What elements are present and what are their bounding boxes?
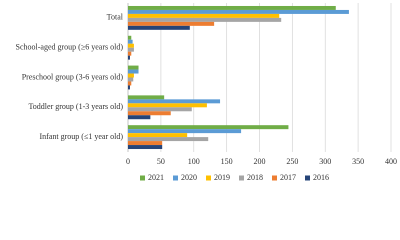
bar	[128, 39, 133, 44]
bar	[128, 25, 190, 30]
legend-label: 2018	[247, 173, 263, 182]
x-tick-label: 350	[352, 157, 364, 166]
legend-label: 2019	[214, 173, 230, 182]
bar	[128, 99, 221, 104]
x-tick-label: 200	[254, 157, 266, 166]
bar	[128, 73, 134, 78]
x-tick-label: 300	[319, 157, 331, 166]
bar	[128, 111, 171, 116]
bar	[128, 51, 132, 56]
bar	[128, 145, 163, 150]
legend-swatch	[173, 175, 178, 181]
bar	[128, 47, 134, 52]
legend-swatch	[140, 175, 145, 181]
bar	[128, 55, 130, 60]
x-tick-label: 400	[385, 157, 397, 166]
legend-swatch	[206, 175, 211, 181]
bar	[128, 69, 139, 74]
y-tick-label: Total	[107, 13, 124, 22]
bar	[128, 95, 165, 100]
legend-swatch	[305, 175, 310, 181]
bar	[128, 13, 280, 18]
bar	[128, 103, 207, 108]
bar	[128, 85, 130, 90]
x-tick-label: 150	[221, 157, 233, 166]
legend-label: 2021	[148, 173, 164, 182]
bar	[128, 141, 163, 146]
x-tick-label: 0	[126, 157, 130, 166]
x-tick-label: 100	[188, 157, 200, 166]
x-tick-label: 250	[286, 157, 298, 166]
bar	[128, 9, 349, 14]
y-tick-label: Toddler group (1-3 years old)	[28, 102, 123, 111]
bar	[128, 81, 132, 86]
bar	[128, 65, 139, 70]
bar	[128, 5, 336, 10]
bar	[128, 115, 151, 120]
y-tick-label: Infant group (≤1 year old)	[40, 132, 124, 141]
bar	[128, 133, 188, 138]
bar	[128, 17, 282, 22]
legend-swatch	[272, 175, 277, 181]
x-tick-label: 50	[157, 157, 165, 166]
legend-label: 2016	[313, 173, 329, 182]
bar	[128, 107, 192, 112]
bar	[128, 43, 134, 48]
y-tick-label: Preschool group (3-6 years old)	[22, 72, 124, 81]
bar	[128, 125, 289, 130]
bar	[128, 137, 209, 142]
y-tick-label: School-aged group (≥6 years old)	[16, 43, 124, 52]
legend-swatch	[239, 175, 244, 181]
bar	[128, 35, 132, 40]
bar	[128, 21, 215, 26]
legend-label: 2020	[181, 173, 197, 182]
legend-label: 2017	[280, 173, 296, 182]
bar	[128, 77, 134, 82]
chart: 0 50 100 150 200 250 300 350 400 Infant group (≤1…	[16, 3, 397, 182]
bar	[128, 129, 242, 134]
